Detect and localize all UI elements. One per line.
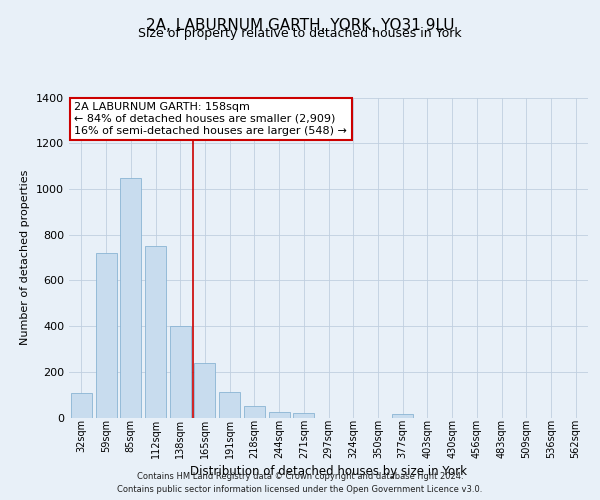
Bar — [219, 392, 240, 417]
Bar — [244, 406, 265, 417]
Text: Contains public sector information licensed under the Open Government Licence v3: Contains public sector information licen… — [118, 485, 482, 494]
Text: 2A LABURNUM GARTH: 158sqm
← 84% of detached houses are smaller (2,909)
16% of se: 2A LABURNUM GARTH: 158sqm ← 84% of detac… — [74, 102, 347, 136]
Bar — [95, 253, 116, 418]
X-axis label: Distribution of detached houses by size in York: Distribution of detached houses by size … — [190, 465, 467, 478]
Bar — [170, 326, 191, 418]
Bar — [145, 246, 166, 418]
Y-axis label: Number of detached properties: Number of detached properties — [20, 170, 31, 345]
Bar — [293, 413, 314, 418]
Bar — [194, 362, 215, 418]
Text: Size of property relative to detached houses in York: Size of property relative to detached ho… — [138, 28, 462, 40]
Bar — [120, 178, 141, 418]
Bar — [269, 412, 290, 418]
Text: 2A, LABURNUM GARTH, YORK, YO31 9LU: 2A, LABURNUM GARTH, YORK, YO31 9LU — [146, 18, 454, 32]
Text: Contains HM Land Registry data © Crown copyright and database right 2024.: Contains HM Land Registry data © Crown c… — [137, 472, 463, 481]
Bar — [392, 414, 413, 418]
Bar — [71, 393, 92, 417]
